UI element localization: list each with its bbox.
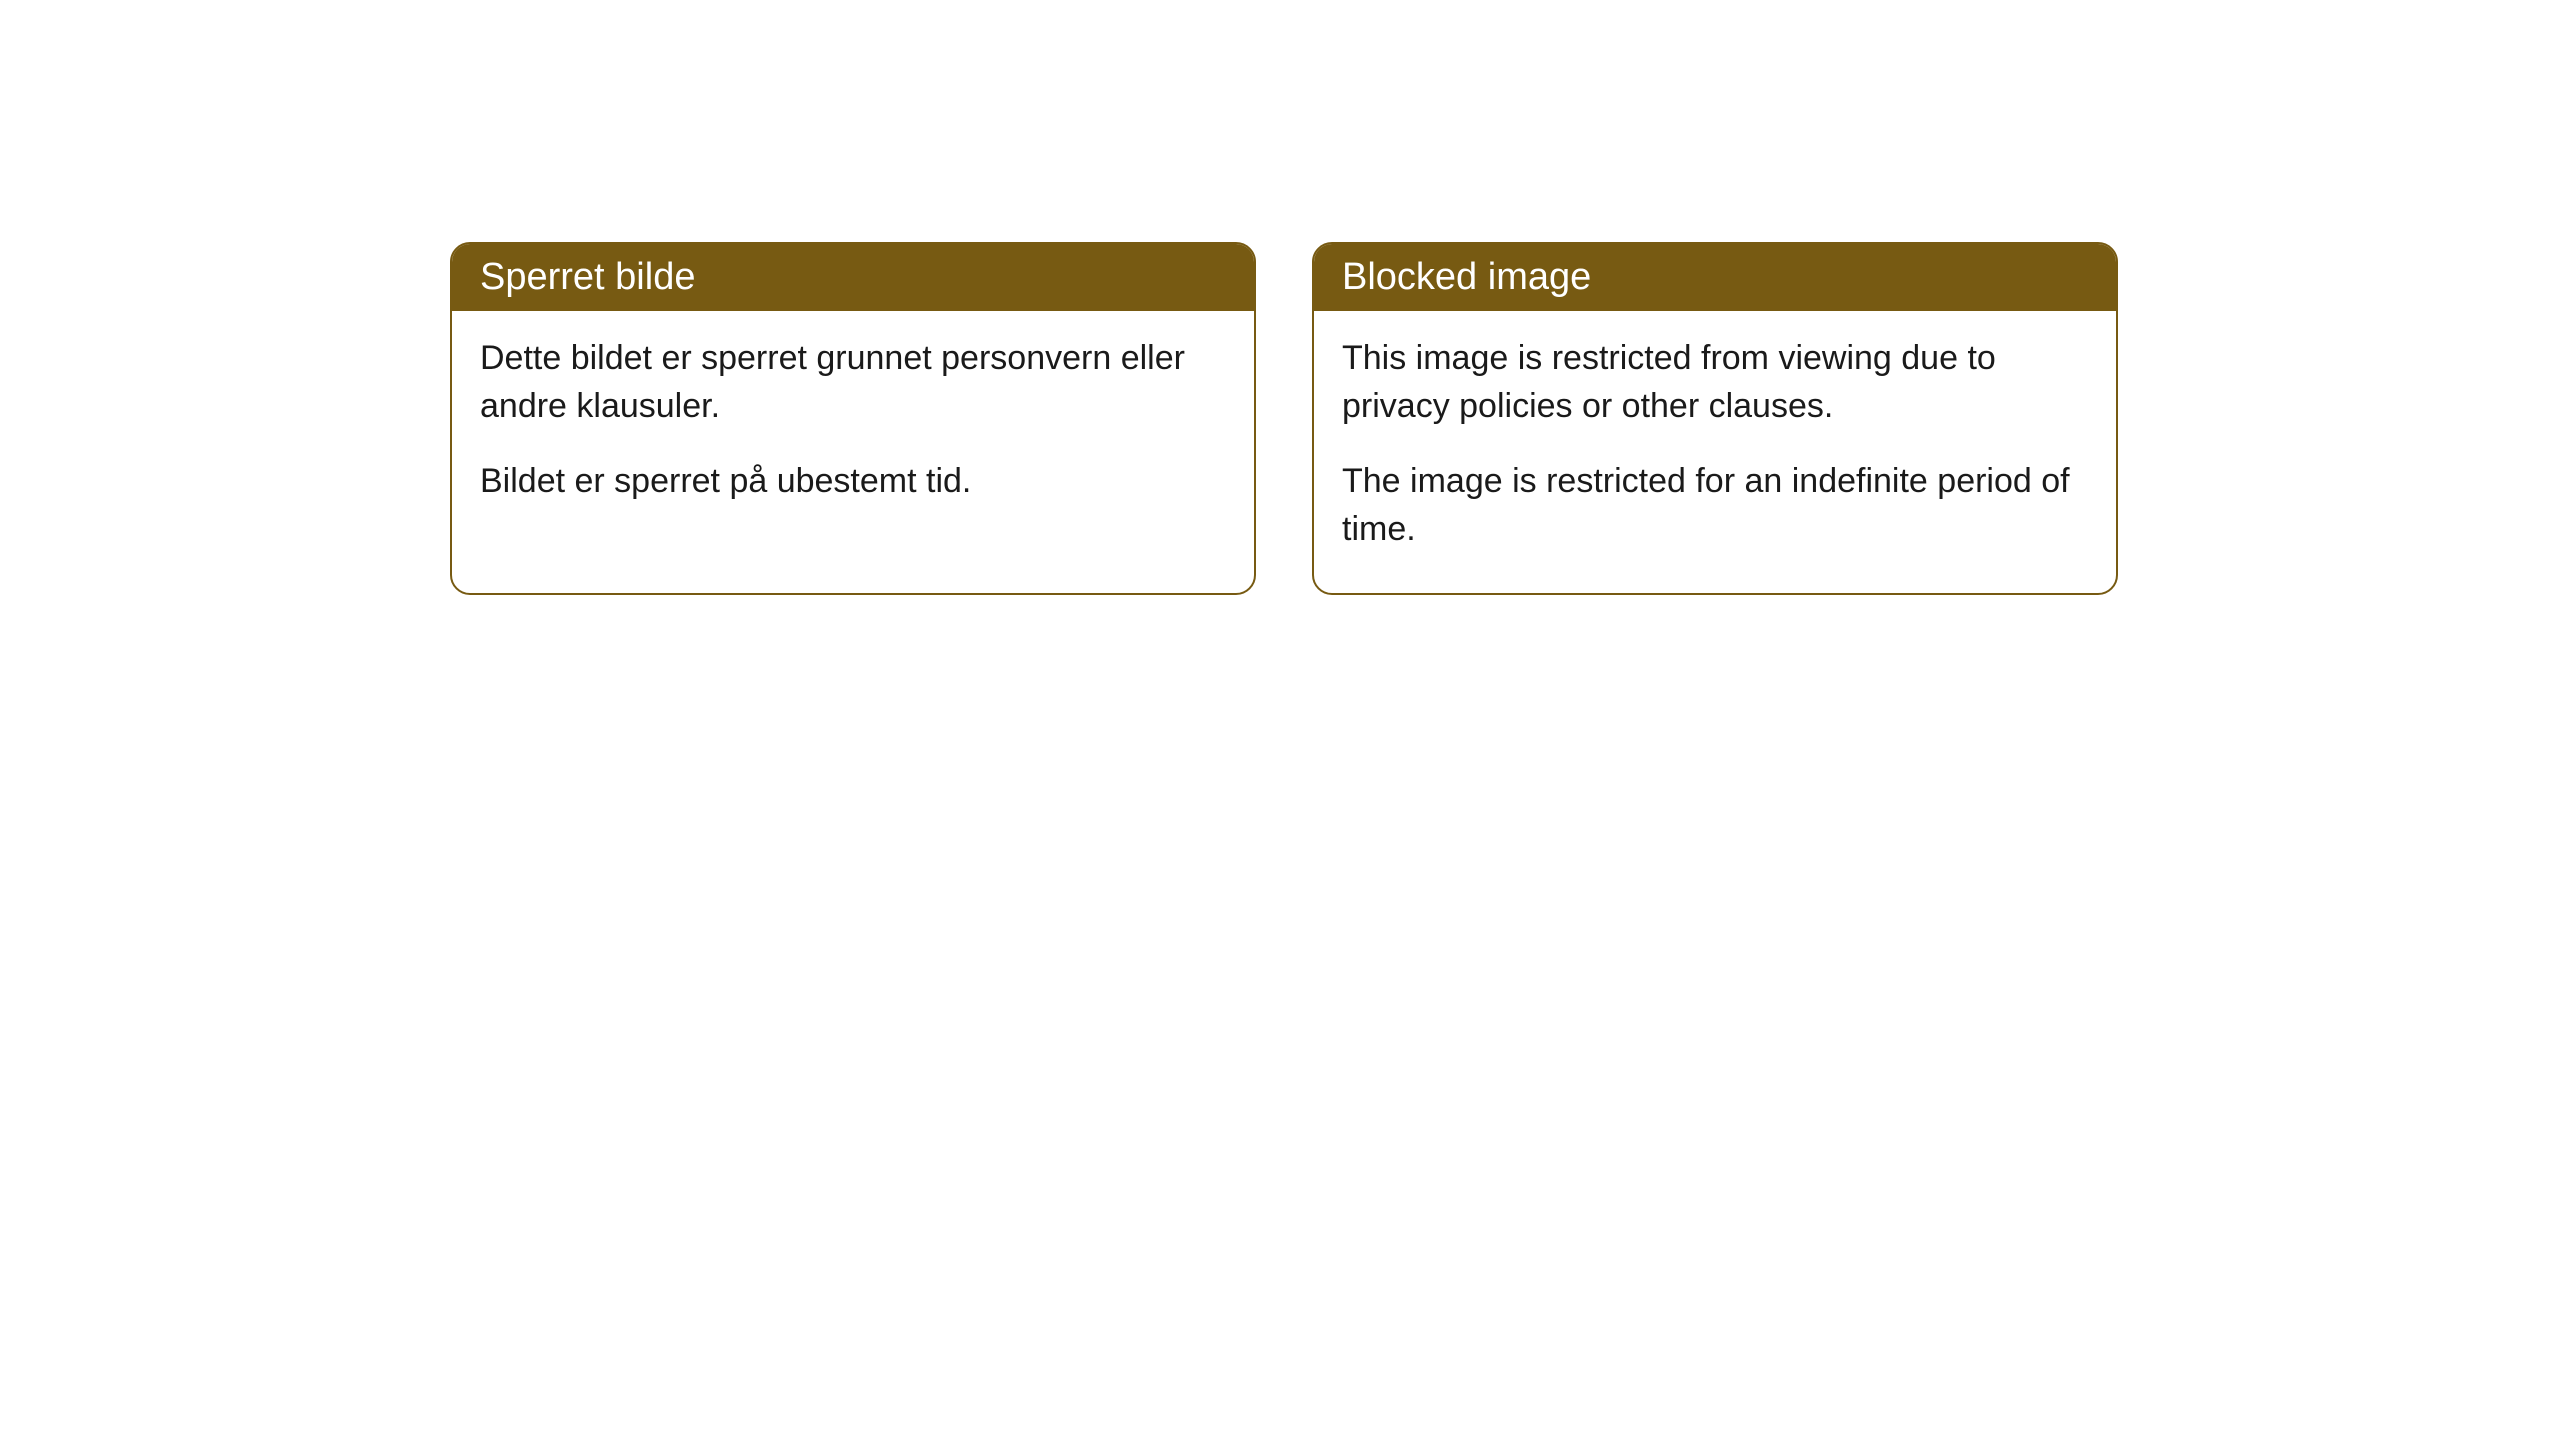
- notice-paragraph: Bildet er sperret på ubestemt tid.: [480, 458, 1226, 506]
- card-header-english: Blocked image: [1314, 244, 2116, 311]
- card-body-english: This image is restricted from viewing du…: [1314, 311, 2116, 593]
- notice-paragraph: The image is restricted for an indefinit…: [1342, 458, 2088, 553]
- card-title: Blocked image: [1342, 256, 1591, 298]
- blocked-image-card-norwegian: Sperret bilde Dette bildet er sperret gr…: [450, 242, 1256, 595]
- card-body-norwegian: Dette bildet er sperret grunnet personve…: [452, 311, 1254, 546]
- notice-paragraph: This image is restricted from viewing du…: [1342, 335, 2088, 430]
- notice-paragraph: Dette bildet er sperret grunnet personve…: [480, 335, 1226, 430]
- blocked-image-card-english: Blocked image This image is restricted f…: [1312, 242, 2118, 595]
- card-title: Sperret bilde: [480, 256, 695, 298]
- card-header-norwegian: Sperret bilde: [452, 244, 1254, 311]
- notice-cards-container: Sperret bilde Dette bildet er sperret gr…: [450, 242, 2118, 595]
